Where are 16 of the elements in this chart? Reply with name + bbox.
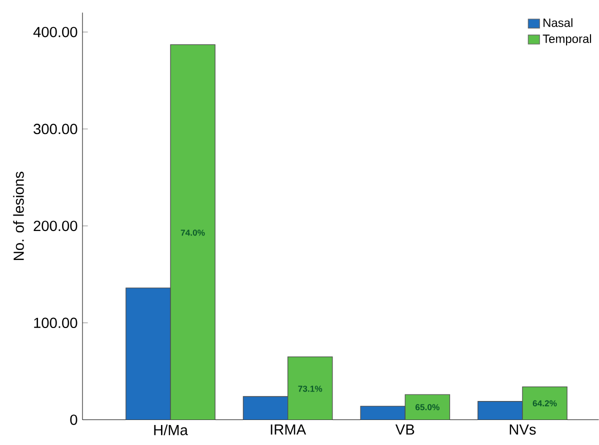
y-tick-label: 300.00 [34, 124, 78, 134]
x-tick-label: NVs [510, 424, 536, 435]
y-tick-label: 100.00 [34, 318, 78, 328]
y-tick-label: 400.00 [33, 26, 78, 38]
x-tick-label: H/Ma [154, 424, 188, 436]
annotation: 74.0% [180, 230, 205, 236]
y-axis-title: No. of lesions [13, 172, 24, 260]
annotation: 65.0% [415, 404, 440, 410]
y-tick-label: 200.00 [34, 220, 78, 232]
annotation: 64.2% [532, 400, 557, 406]
x-tick-label: IRMA [270, 424, 306, 435]
y-tick-label: 0 [70, 414, 78, 425]
legend-label: Nasal [544, 18, 572, 27]
annotation: 73.1% [298, 386, 322, 392]
legend-label: Temporal [542, 34, 592, 46]
x-tick-label: VB [395, 424, 414, 435]
